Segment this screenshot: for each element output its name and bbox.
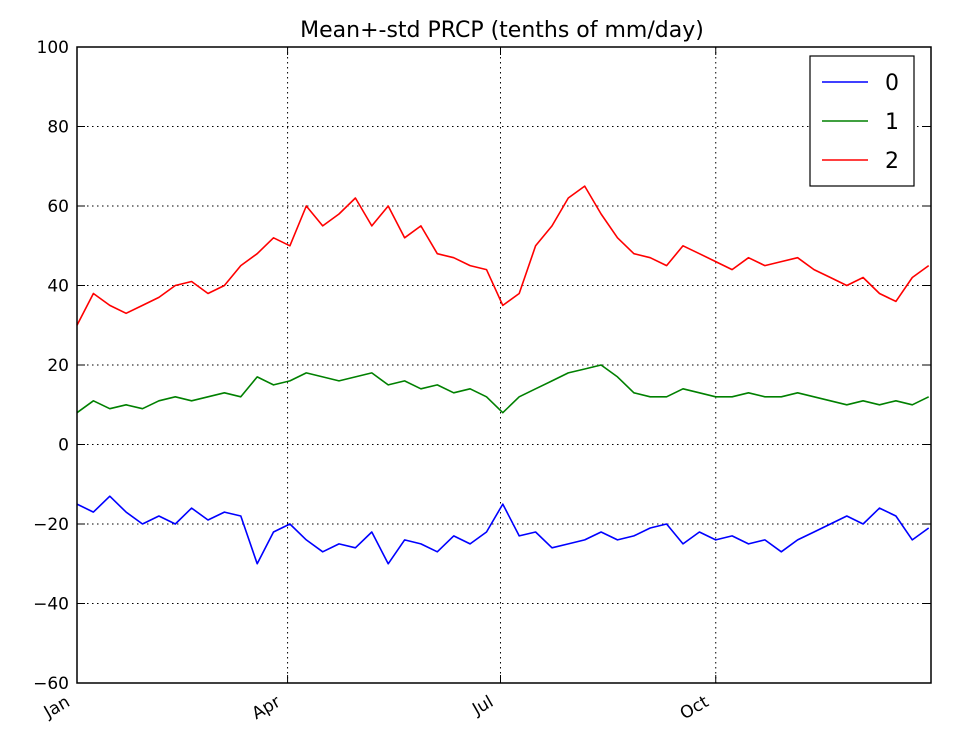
- legend-label: 0: [885, 71, 899, 96]
- y-tick-label: −40: [33, 595, 69, 615]
- y-tick-label: 40: [47, 277, 69, 297]
- y-tick-label: 0: [58, 436, 69, 456]
- y-tick-label: 100: [37, 38, 69, 58]
- chart-title: Mean+-std PRCP (tenths of mm/day): [300, 18, 704, 43]
- y-tick-label: 60: [47, 197, 69, 217]
- series-layer: [76, 185, 930, 565]
- x-tick-label: Jul: [468, 692, 497, 720]
- x-tick-label: Oct: [677, 692, 713, 724]
- grid-layer: [77, 47, 931, 683]
- x-tick-label: Apr: [249, 692, 284, 724]
- y-tick-label: 20: [47, 356, 69, 376]
- series-line-0: [76, 495, 930, 565]
- y-tick-label: −20: [33, 515, 69, 535]
- series-line-1: [76, 364, 930, 414]
- x-tick-label: Jan: [40, 692, 74, 723]
- y-tick-label: 80: [47, 118, 69, 138]
- plot-area: [77, 47, 931, 683]
- y-tick-label: −60: [33, 674, 69, 694]
- legend: 0 1 2: [809, 55, 915, 187]
- series-line-2: [76, 185, 930, 326]
- legend-label: 1: [885, 110, 899, 135]
- legend-label: 2: [885, 149, 899, 174]
